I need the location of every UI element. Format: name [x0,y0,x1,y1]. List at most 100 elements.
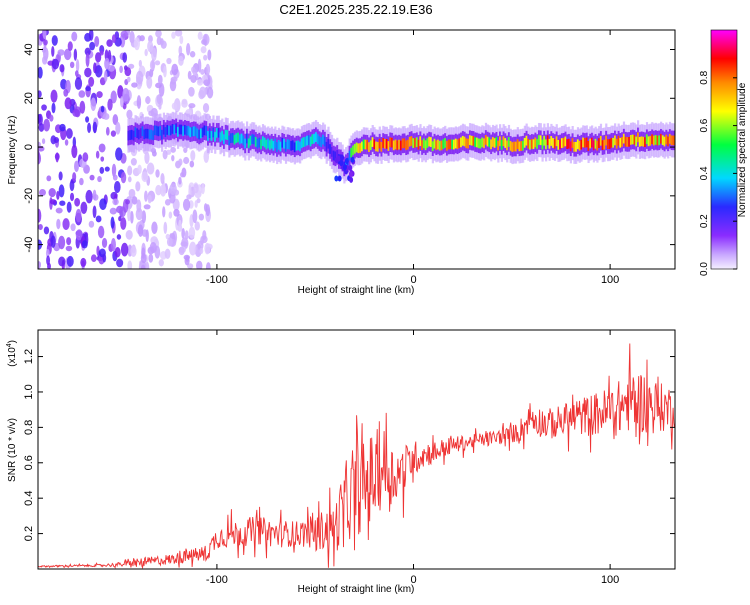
spectrogram-ridge-core [672,135,675,146]
spectrogram-ridge-core [267,138,270,149]
spectrogram-ridge-core [249,135,252,146]
spectrogram-ridge-dip [334,175,339,182]
spectrogram-noise-cell [46,175,52,182]
spectrogram-ridge-core [286,139,289,150]
spectrogram-noise-cell [202,102,210,113]
spectrogram-ridge-core [477,138,480,149]
spectrogram-noise-cell [169,79,177,92]
spectrogram-noise-cell [38,66,43,79]
snr-y-axis: 0.2 0.4 0.6 0.8 1.0 1.2 [23,349,675,541]
spectrogram-ridge-core [325,141,328,152]
spectrogram-noise-cell [87,122,92,134]
spectrogram-ridge-core [615,138,619,149]
spectrogram-ridge-core [467,138,470,149]
spectrogram-y-tick-label: 20 [23,92,35,104]
spectrogram-ridge-core [146,128,150,139]
spectrogram-ridge-core [621,137,624,147]
spectrogram-noise-cell [102,113,110,120]
spectrogram-y-tick-label: 0 [23,144,35,150]
spectrogram-ridge-core [559,139,562,150]
spectrogram-ridge-core [219,132,222,143]
spectrogram-ridge-core [543,135,546,146]
spectrogram-noise-cell [69,192,75,202]
spectrogram-noise-cell [114,247,121,258]
spectrogram-noise-cell [136,95,142,109]
spectrogram-ridge-core [668,134,672,144]
spectrogram-ridge-core [530,138,534,149]
spectrogram-ridge-core [362,139,365,150]
spectrogram-ridge-core [608,139,611,149]
spectrogram-noise-cell [184,230,189,240]
spectrogram-noise-cell [79,100,86,114]
spectrogram-ridge-core [228,135,231,146]
spectrogram-ridge-core [557,140,560,150]
colorbar-ticks: 0.0 0.2 0.4 0.6 0.8 [699,70,737,276]
spectrogram-ridge-core [442,139,445,149]
spectrogram-noise-cell [65,245,73,252]
spectrogram-ridge-core [628,136,631,147]
spectrogram-noise-cell [67,41,73,52]
spectrogram-ridge-core [587,141,590,151]
spectrogram-ridge-core [601,140,604,150]
spectrogram-ridge-core [449,139,452,150]
spectrogram-noise-cell [201,183,205,195]
snr-multiplier: (x104) [6,340,18,367]
spectrogram-ridge-dip [340,154,345,161]
spectrogram-noise-cell [198,213,205,221]
spectrogram-ridge-core [569,141,572,152]
spectrogram-ridge-core [665,134,668,145]
spectrogram-ridge-core [314,132,318,142]
spectrogram-noise-cell [69,61,75,69]
spectrogram-noise-cell [38,90,42,98]
spectrogram-ridge-core [212,127,215,138]
spectrogram-ridge-core [304,136,307,147]
spectrogram-noise-cell [94,35,100,47]
spectrogram-ridge-core [479,138,482,149]
spectrogram-noise-cell [75,59,80,73]
spectrogram-noise-cell [140,253,147,264]
spectrogram-ridge-core [631,134,634,145]
spectrogram-panel: -100 0 100 -40 -20 0 20 40 Height of straight … [7,29,676,296]
spectrogram-noise-cell [73,48,78,61]
spectrogram-ridge-core [173,124,176,135]
spectrogram-ridge-core [178,124,181,135]
colorbar-label: Normalized spectral amplitude [737,82,748,217]
spectrogram-ridge-core [375,141,378,152]
spectrogram-ridge-core [594,138,597,149]
spectrogram-ridge-core [424,140,427,151]
spectrogram-noise-cell [58,256,66,267]
spectrogram-ridge-core [440,140,443,151]
spectrogram-noise-cell [182,198,191,211]
spectrogram-noise-cell [127,208,131,222]
spectrogram-noise-cell [59,123,66,132]
spectrogram-ridge-core [270,138,273,149]
spectrogram-noise-cell [99,166,105,174]
spectrogram-noise-cell [181,237,189,250]
spectrogram-noise-cell [141,264,146,269]
spectrogram-ridge-core [486,136,489,147]
spectrogram-noise-cell [51,35,58,46]
spectrogram-noise-cell [186,194,192,200]
spectrogram-ridge-core [387,141,390,151]
spectrogram-noise-cell [84,67,92,78]
spectrogram-noise-cell [58,171,63,181]
spectrogram-ridge-core [553,139,557,149]
spectrogram-ridge-core [143,129,146,140]
spectrogram-ridge-core [382,138,385,148]
spectrogram-ridge-core [311,134,314,145]
spectrogram-noise-cell [183,147,188,153]
spectrogram-ridge-core [171,124,174,134]
spectrogram-noise-cell [155,169,160,178]
spectrogram-ridge-core [399,140,403,151]
spectrogram-noise-cell [110,207,116,215]
spectrogram-ridge-core [323,136,327,147]
spectrogram-noise-cell [84,47,91,56]
spectrogram-noise-cell [58,184,65,198]
spectrogram-noise-cell [56,190,60,200]
snr-frame [37,329,676,570]
spectrogram-noise-cell [144,48,148,57]
spectrogram-ridge-core [516,139,519,150]
spectrogram-noise-cell [178,55,184,66]
spectrogram-ridge-core [403,138,406,149]
spectrogram-ridge-core [537,135,541,145]
